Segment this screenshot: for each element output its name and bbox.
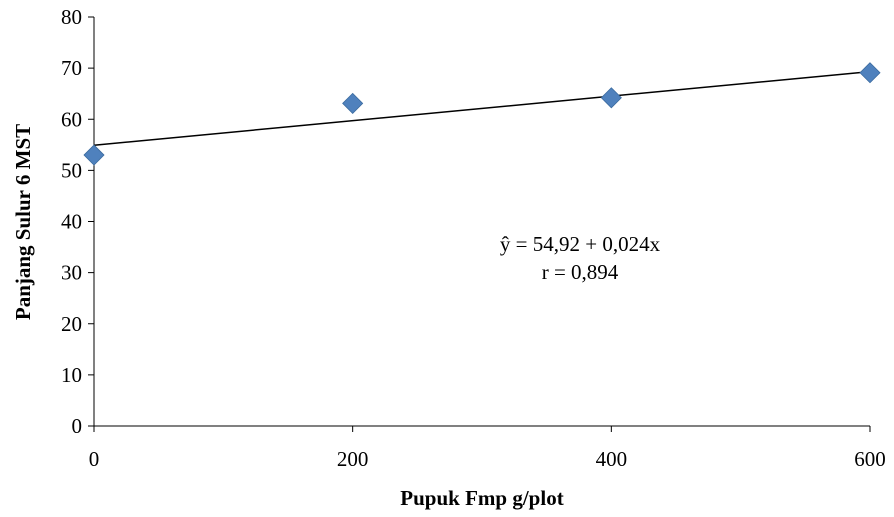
- y-tick-label: 50: [61, 158, 82, 182]
- r-value-label: r = 0,894: [542, 260, 619, 284]
- data-points: [83, 62, 881, 166]
- data-point: [83, 144, 105, 166]
- y-tick-label: 60: [61, 107, 82, 131]
- x-tick-label: 600: [854, 447, 886, 471]
- x-axis-title: Pupuk Fmp g/plot: [400, 486, 563, 510]
- tick-labels: 0 10 20 30 40 50 60 70 80 0 200 400 600: [61, 5, 886, 471]
- x-tick-label: 0: [89, 447, 100, 471]
- trendline-layer: [93, 70, 871, 146]
- x-tick-label: 400: [596, 447, 628, 471]
- x-tick-label: 200: [337, 447, 369, 471]
- data-point: [600, 87, 622, 109]
- axes: [88, 16, 871, 432]
- equation-label: ŷ = 54,92 + 0,024x: [500, 232, 661, 256]
- y-tick-label: 70: [61, 56, 82, 80]
- y-tick-label: 20: [61, 312, 82, 336]
- y-tick-label: 30: [61, 261, 82, 285]
- y-tick-label: 0: [72, 414, 83, 438]
- y-tick-label: 80: [61, 5, 82, 29]
- y-tick-label: 40: [61, 210, 82, 234]
- trendline: [93, 70, 871, 146]
- y-axis-title: Panjang Sulur 6 MST: [11, 124, 35, 320]
- data-point: [342, 92, 364, 114]
- y-tick-label: 10: [61, 363, 82, 387]
- data-point: [859, 62, 881, 84]
